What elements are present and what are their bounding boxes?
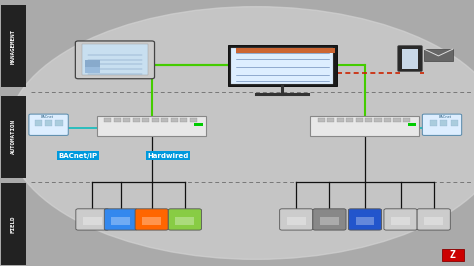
FancyBboxPatch shape xyxy=(171,118,178,122)
FancyBboxPatch shape xyxy=(440,120,447,126)
FancyBboxPatch shape xyxy=(327,118,334,122)
FancyBboxPatch shape xyxy=(123,118,130,122)
FancyBboxPatch shape xyxy=(55,120,63,126)
FancyBboxPatch shape xyxy=(45,120,52,126)
FancyBboxPatch shape xyxy=(29,114,68,135)
FancyBboxPatch shape xyxy=(236,48,335,53)
FancyBboxPatch shape xyxy=(402,49,418,69)
FancyBboxPatch shape xyxy=(83,217,102,225)
FancyBboxPatch shape xyxy=(393,118,401,122)
FancyBboxPatch shape xyxy=(356,118,363,122)
FancyBboxPatch shape xyxy=(424,49,453,61)
FancyBboxPatch shape xyxy=(85,60,100,66)
Text: BACnet: BACnet xyxy=(439,115,452,119)
FancyBboxPatch shape xyxy=(408,123,416,126)
FancyBboxPatch shape xyxy=(142,217,161,225)
FancyBboxPatch shape xyxy=(422,114,462,135)
FancyBboxPatch shape xyxy=(111,217,130,225)
FancyBboxPatch shape xyxy=(180,118,187,122)
Text: AUTOMATION: AUTOMATION xyxy=(11,119,16,155)
FancyBboxPatch shape xyxy=(356,217,374,225)
FancyBboxPatch shape xyxy=(76,209,109,230)
FancyBboxPatch shape xyxy=(318,118,325,122)
FancyBboxPatch shape xyxy=(231,48,333,84)
FancyBboxPatch shape xyxy=(97,116,206,136)
FancyBboxPatch shape xyxy=(135,209,168,230)
FancyBboxPatch shape xyxy=(161,118,168,122)
FancyBboxPatch shape xyxy=(403,118,410,122)
FancyBboxPatch shape xyxy=(384,209,417,230)
FancyBboxPatch shape xyxy=(348,209,382,230)
FancyBboxPatch shape xyxy=(152,118,159,122)
FancyBboxPatch shape xyxy=(228,45,337,86)
FancyBboxPatch shape xyxy=(1,183,26,265)
FancyBboxPatch shape xyxy=(280,209,313,230)
Ellipse shape xyxy=(7,7,474,259)
FancyBboxPatch shape xyxy=(313,209,346,230)
FancyBboxPatch shape xyxy=(337,118,344,122)
FancyBboxPatch shape xyxy=(142,118,149,122)
FancyBboxPatch shape xyxy=(287,217,306,225)
Text: Z: Z xyxy=(450,250,456,260)
FancyBboxPatch shape xyxy=(442,249,464,261)
Text: MANAGEMENT: MANAGEMENT xyxy=(11,28,16,64)
FancyBboxPatch shape xyxy=(104,118,111,122)
FancyBboxPatch shape xyxy=(424,217,443,225)
FancyBboxPatch shape xyxy=(35,120,42,126)
FancyBboxPatch shape xyxy=(365,118,372,122)
FancyBboxPatch shape xyxy=(104,209,137,230)
FancyBboxPatch shape xyxy=(85,67,100,73)
Text: BACnet: BACnet xyxy=(41,115,54,119)
FancyBboxPatch shape xyxy=(430,120,437,126)
FancyBboxPatch shape xyxy=(451,120,458,126)
FancyBboxPatch shape xyxy=(1,5,26,87)
FancyBboxPatch shape xyxy=(133,118,140,122)
FancyBboxPatch shape xyxy=(310,116,419,136)
FancyBboxPatch shape xyxy=(391,217,410,225)
FancyBboxPatch shape xyxy=(194,123,203,126)
FancyBboxPatch shape xyxy=(168,209,201,230)
Text: BACnet/IP: BACnet/IP xyxy=(59,153,98,159)
FancyBboxPatch shape xyxy=(175,217,194,225)
FancyBboxPatch shape xyxy=(1,96,26,178)
Text: FIELD: FIELD xyxy=(11,215,16,233)
FancyBboxPatch shape xyxy=(374,118,382,122)
FancyBboxPatch shape xyxy=(398,45,422,72)
FancyBboxPatch shape xyxy=(384,118,391,122)
Text: Hardwired: Hardwired xyxy=(147,153,189,159)
FancyBboxPatch shape xyxy=(82,44,148,75)
FancyBboxPatch shape xyxy=(417,209,450,230)
FancyBboxPatch shape xyxy=(320,217,339,225)
FancyBboxPatch shape xyxy=(346,118,353,122)
FancyBboxPatch shape xyxy=(190,118,197,122)
FancyBboxPatch shape xyxy=(75,41,155,79)
FancyBboxPatch shape xyxy=(114,118,121,122)
